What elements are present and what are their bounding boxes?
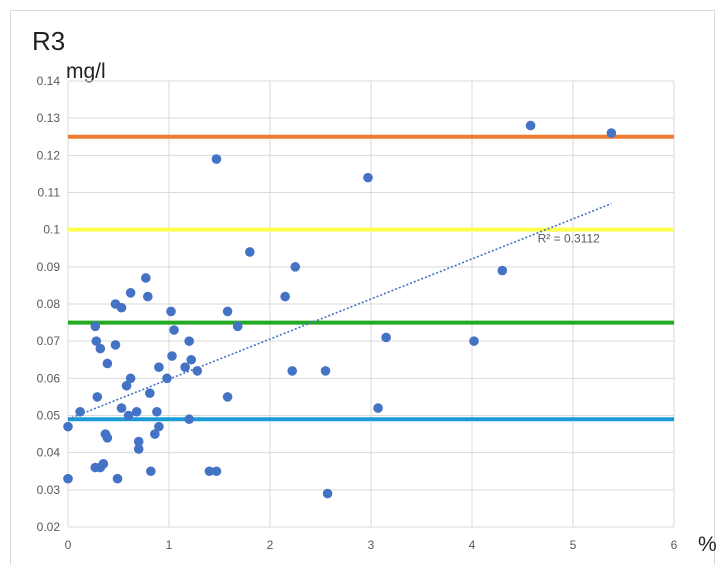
chart-title: R3 xyxy=(32,26,66,56)
data-point xyxy=(98,459,109,469)
x-tick-label: 5 xyxy=(570,538,577,552)
data-point xyxy=(125,288,136,298)
data-point xyxy=(150,429,160,439)
data-point xyxy=(322,488,333,499)
y-tick-label: 0.09 xyxy=(37,260,61,274)
data-point xyxy=(154,421,164,432)
x-tick-label: 6 xyxy=(671,538,678,552)
data-point xyxy=(75,406,85,417)
y-tick-label: 0.08 xyxy=(37,297,61,311)
x-tick-label: 2 xyxy=(267,538,274,552)
data-point xyxy=(186,354,197,365)
data-point xyxy=(204,466,215,477)
gridlines xyxy=(67,80,675,528)
data-point xyxy=(162,373,172,384)
y-tick-labels: 0.02 0.03 0.04 0.05 0.06 0.07 0.08 0.09 0.1 0.11 0… xyxy=(37,74,61,534)
data-point xyxy=(154,362,164,372)
data-point xyxy=(63,473,73,484)
data-points xyxy=(63,120,617,499)
y-tick-label: 0.1 xyxy=(43,223,60,237)
x-axis-unit: % xyxy=(698,533,717,556)
y-tick-label: 0.13 xyxy=(37,111,61,125)
y-tick-label: 0.07 xyxy=(37,334,61,348)
data-point xyxy=(116,302,127,313)
data-point xyxy=(116,403,127,413)
y-tick-label: 0.14 xyxy=(37,74,61,88)
data-point xyxy=(222,392,233,402)
data-point xyxy=(146,466,156,477)
data-point xyxy=(497,265,508,276)
data-point xyxy=(91,336,102,346)
y-tick-label: 0.03 xyxy=(37,483,61,497)
y-tick-label: 0.04 xyxy=(37,446,61,460)
data-point xyxy=(133,436,144,447)
data-point xyxy=(184,414,194,425)
data-point xyxy=(169,325,179,335)
data-point xyxy=(290,262,301,272)
data-point xyxy=(92,392,103,402)
data-point xyxy=(525,120,536,131)
data-point xyxy=(184,336,194,346)
x-tick-label: 3 xyxy=(368,538,375,552)
data-point xyxy=(102,433,113,443)
trendline xyxy=(67,202,612,420)
r-squared-label: R² = 0.3112 xyxy=(538,232,600,246)
chart-frame xyxy=(10,10,715,565)
trendline-group: R² = 0.3112 xyxy=(67,202,612,420)
data-point xyxy=(90,321,101,332)
data-point xyxy=(102,358,113,369)
data-point xyxy=(373,403,383,413)
data-point xyxy=(95,343,106,354)
data-point xyxy=(363,172,373,183)
data-point xyxy=(211,154,222,164)
data-point xyxy=(167,351,177,361)
y-tick-label: 0.05 xyxy=(37,409,61,423)
data-point xyxy=(469,336,479,346)
data-point xyxy=(140,273,151,283)
data-point xyxy=(142,291,153,302)
data-point xyxy=(320,366,331,376)
y-tick-label: 0.11 xyxy=(38,186,61,200)
data-point xyxy=(287,366,298,376)
data-point xyxy=(180,362,190,372)
x-tick-labels: 0 1 2 3 4 5 6 xyxy=(65,538,678,552)
data-point xyxy=(133,444,144,454)
data-point xyxy=(125,373,136,384)
y-tick-label: 0.12 xyxy=(37,148,61,162)
data-point xyxy=(110,340,121,350)
data-point xyxy=(63,421,73,432)
data-point xyxy=(381,332,391,343)
data-point xyxy=(606,128,617,138)
x-tick-label: 0 xyxy=(65,538,72,552)
x-tick-label: 1 xyxy=(166,538,173,552)
data-point xyxy=(211,466,222,477)
data-point xyxy=(123,410,134,421)
data-point xyxy=(245,247,255,257)
reference-lines xyxy=(68,134,674,422)
data-point xyxy=(131,406,142,417)
y-tick-label: 0.02 xyxy=(37,520,61,534)
y-axis-unit: mg/l xyxy=(66,60,106,83)
data-point xyxy=(152,406,162,417)
y-tick-label: 0.06 xyxy=(37,371,61,385)
data-point xyxy=(166,306,176,317)
data-point xyxy=(232,321,243,332)
data-point xyxy=(145,388,155,399)
data-point xyxy=(112,473,123,484)
data-point xyxy=(222,306,233,317)
x-tick-label: 4 xyxy=(469,538,476,552)
data-point xyxy=(280,291,290,302)
data-point xyxy=(192,366,203,376)
data-point xyxy=(121,380,132,391)
